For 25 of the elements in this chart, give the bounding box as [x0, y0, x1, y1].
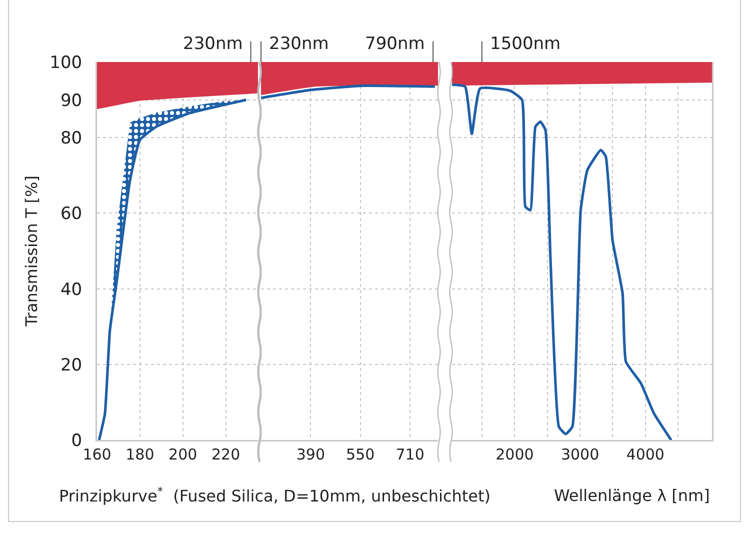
y-tick-label: 80 — [60, 128, 82, 149]
text: Prinzipkurve$^{*}$ (Fused Silica, D=10mm, unbeschichtet) — [59, 485, 491, 506]
x-tick-label: 220 — [211, 446, 240, 464]
x-tick-label: 3000 — [560, 446, 600, 464]
x-tick-label: 710 — [396, 446, 424, 464]
x-tick-label: 180 — [126, 446, 154, 464]
text: 230nm — [269, 34, 329, 54]
text: 230nm — [183, 34, 243, 54]
y-tick-label: 60 — [60, 204, 82, 224]
x-tick-label: 160 — [82, 446, 112, 464]
x-axis-title: Wellenlänge λ [nm] — [554, 486, 710, 505]
y-tick-label: 90 — [60, 90, 82, 111]
y-tick-label: 100 — [50, 52, 82, 73]
x-tick-label: 2000 — [496, 446, 534, 464]
x-tick-label: 4000 — [626, 446, 664, 464]
y-tick-label: 20 — [60, 355, 82, 376]
y-tick-label: 40 — [60, 280, 82, 300]
x-tick-label: 200 — [168, 446, 198, 464]
x-tick-label: 390 — [296, 446, 325, 464]
y-axis-title: Transmission T [%] — [22, 176, 41, 328]
y-tick-label: 0 — [71, 430, 82, 451]
line-series — [98, 98, 248, 440]
text: 790nm — [365, 34, 425, 54]
x-tick-label: 550 — [346, 446, 375, 464]
text: 1500nm — [490, 34, 561, 54]
